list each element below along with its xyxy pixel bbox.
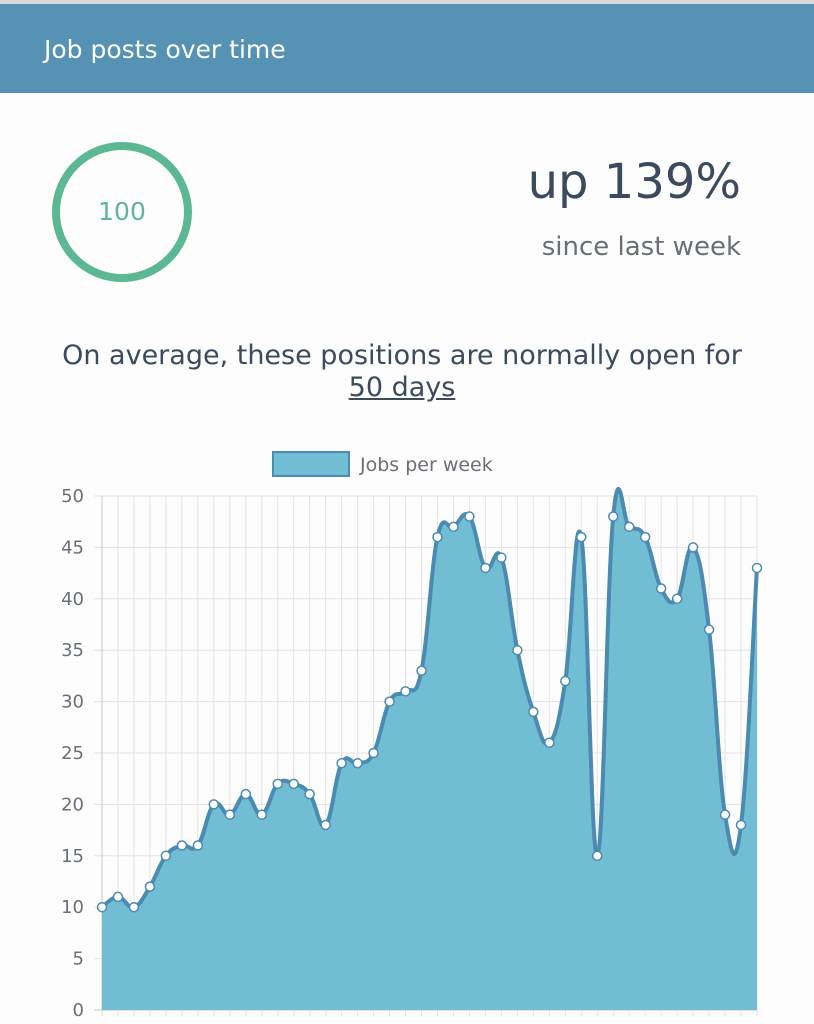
data-point bbox=[671, 593, 683, 605]
data-point bbox=[480, 562, 491, 574]
y-tick-label: 15 bbox=[61, 846, 84, 867]
data-point bbox=[336, 758, 347, 769]
data-point bbox=[128, 901, 140, 913]
data-point bbox=[448, 521, 459, 533]
data-point bbox=[96, 901, 108, 913]
y-tick-label: 35 bbox=[61, 640, 84, 661]
data-point bbox=[416, 665, 427, 677]
legend-swatch bbox=[272, 451, 350, 477]
card-header: Job posts over time bbox=[0, 4, 814, 93]
top-border bbox=[0, 0, 814, 4]
data-point bbox=[719, 809, 731, 820]
change-subtitle: since last week bbox=[541, 232, 741, 262]
data-point bbox=[272, 778, 283, 790]
data-point bbox=[655, 583, 667, 594]
data-point bbox=[432, 531, 443, 543]
data-point bbox=[288, 778, 299, 790]
data-point bbox=[176, 840, 188, 851]
data-point bbox=[400, 686, 411, 697]
card-title: Job posts over time bbox=[44, 35, 286, 64]
data-point bbox=[735, 819, 747, 831]
data-point bbox=[703, 624, 715, 635]
y-tick-label: 45 bbox=[61, 537, 84, 558]
data-point bbox=[576, 531, 587, 543]
data-point bbox=[256, 809, 268, 820]
y-tick-label: 5 bbox=[73, 949, 84, 970]
data-point bbox=[384, 696, 395, 707]
y-tick-label: 0 bbox=[73, 1000, 84, 1021]
data-point bbox=[368, 747, 379, 759]
data-point bbox=[320, 819, 331, 831]
data-point bbox=[496, 552, 507, 563]
data-point bbox=[160, 850, 172, 862]
y-tick-label: 50 bbox=[61, 486, 84, 507]
data-point bbox=[352, 758, 363, 769]
data-point bbox=[591, 850, 603, 862]
data-point bbox=[464, 511, 475, 522]
y-tick-label: 30 bbox=[61, 692, 84, 713]
data-point bbox=[240, 788, 252, 800]
data-point bbox=[607, 511, 619, 522]
series-area bbox=[102, 488, 757, 1010]
y-tick-label: 20 bbox=[61, 794, 84, 815]
data-point bbox=[560, 675, 571, 687]
data-point bbox=[304, 788, 315, 800]
y-tick-label: 25 bbox=[61, 743, 84, 764]
y-tick-label: 40 bbox=[61, 589, 84, 610]
data-point bbox=[544, 737, 555, 748]
data-point bbox=[751, 562, 763, 574]
data-point bbox=[528, 706, 539, 718]
data-point bbox=[192, 840, 204, 851]
score-value: 100 bbox=[98, 197, 146, 226]
score-ring: 100 bbox=[52, 142, 192, 282]
average-days-wrapper: 50 days bbox=[0, 372, 804, 403]
jobs-chart: 0 5 10 15 20 25 30 35 40 45 50 Jobs per week bbox=[61, 451, 763, 1021]
data-point bbox=[639, 531, 651, 543]
data-point bbox=[512, 644, 523, 656]
average-text: On average, these positions are normally… bbox=[62, 340, 742, 371]
data-point bbox=[112, 891, 124, 903]
data-point bbox=[623, 521, 635, 533]
legend-label: Jobs per week bbox=[359, 454, 493, 476]
data-point bbox=[224, 809, 236, 820]
data-point bbox=[208, 799, 220, 810]
change-value: up 139% bbox=[527, 154, 741, 210]
data-point bbox=[687, 542, 699, 553]
average-days-link[interactable]: 50 days bbox=[348, 372, 456, 403]
data-point bbox=[144, 881, 156, 892]
y-tick-label: 10 bbox=[61, 897, 84, 918]
